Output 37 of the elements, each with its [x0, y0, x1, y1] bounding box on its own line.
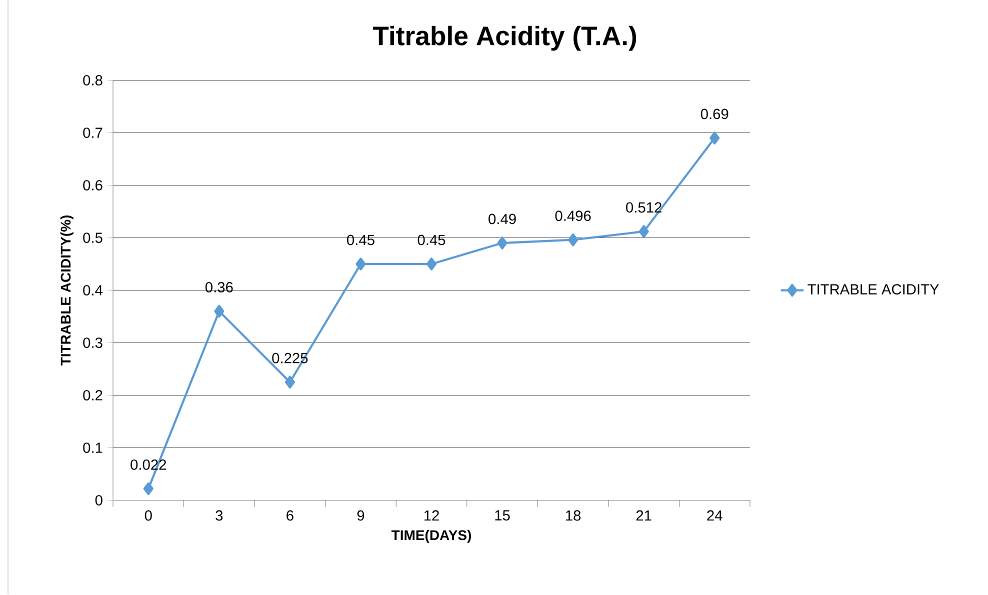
point: [214, 305, 224, 318]
x-tick-label: 12: [424, 510, 439, 521]
x-tick-label: 24: [707, 510, 722, 521]
data-label: 0.512: [626, 202, 662, 213]
point: [143, 482, 154, 496]
y-tick-label: 0.6: [83, 180, 102, 191]
y-tick-label: 0.3: [83, 338, 102, 348]
x-tick-label: 18: [566, 510, 581, 521]
point: [568, 234, 578, 246]
y-tick-label: 0.7: [83, 128, 102, 138]
data-label: 0.45: [347, 235, 374, 246]
y-tick-label: 0: [95, 495, 102, 506]
point: [426, 258, 437, 271]
data-label: 0.45: [418, 235, 446, 246]
point: [638, 225, 649, 238]
data-label: 0.69: [700, 109, 728, 120]
y-axis-title: TITRABLE ACIDITY(%): [60, 216, 74, 366]
x-tick-label: 21: [636, 510, 652, 521]
point: [497, 236, 508, 250]
legend-label: TITRABLE ACIDITY: [808, 284, 939, 295]
point: [284, 376, 296, 389]
data-label: 0.496: [555, 210, 591, 222]
data-label: 0.49: [488, 214, 516, 224]
x-tick-label: 0: [144, 510, 152, 521]
x-axis-title: TIME(DAYS): [391, 530, 471, 544]
point: [356, 258, 366, 271]
chart-title: Titrable Acidity (T.A.): [372, 26, 636, 51]
y-tick-label: 0.8: [83, 75, 102, 86]
x-tick-label: 9: [357, 510, 364, 521]
y-tick-label: 0.5: [83, 232, 102, 244]
x-tick-label: 6: [286, 510, 294, 521]
y-tick-label: 0.4: [83, 285, 103, 296]
y-tick-label: 0.2: [83, 390, 102, 401]
x-tick-label: 15: [495, 510, 510, 521]
point: [710, 132, 720, 145]
x-tick-label: 3: [216, 510, 223, 521]
y-tick-label: 0.1: [83, 442, 102, 454]
